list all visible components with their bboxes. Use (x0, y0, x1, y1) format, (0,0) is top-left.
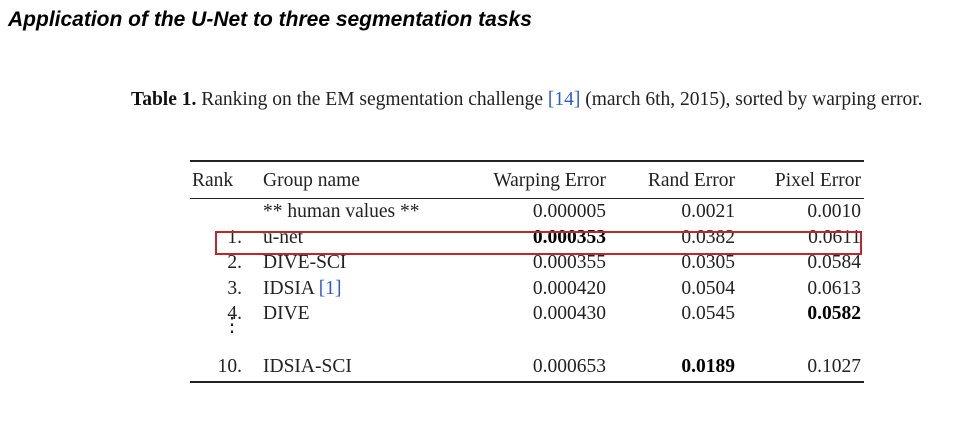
group-name-cell: IDSIA-SCI (263, 355, 352, 377)
pixel-error-cell: 0.0611 (808, 226, 861, 248)
pixel-error-cell: 0.0010 (807, 201, 861, 222)
slide-title: Application of the U-Net to three segmen… (8, 8, 532, 31)
group-name-cell: DIVE-SCI (263, 252, 347, 273)
header-pixel-error: Pixel Error (774, 170, 861, 191)
group-name-text: IDSIA (263, 277, 319, 299)
caption-text-end: (march 6th, 2015), sorted by warping err… (580, 89, 923, 110)
rank-cell: 4. (227, 303, 242, 324)
rank-cell: 3. (227, 277, 242, 299)
table-row: 3. IDSIA [1] 0.000420 0.0504 0.0613 (190, 276, 864, 302)
warping-error-cell: 0.000653 (532, 355, 606, 377)
table-row: 1. u-net 0.000353 0.0382 0.0611 (190, 225, 864, 251)
group-name-cell: IDSIA [1] (263, 276, 342, 301)
caption-label: Table 1. (131, 89, 197, 110)
header-group-name: Group name (263, 170, 360, 191)
rank-cell: 2. (227, 252, 242, 273)
table-bottom-rule (190, 380, 864, 383)
ellipsis-row: ⋮ (190, 315, 864, 348)
table-row: ** human values ** 0.000005 0.0021 0.001… (190, 199, 864, 225)
rand-error-cell: 0.0545 (681, 303, 735, 324)
rand-error-cell: 0.0305 (681, 252, 735, 273)
pixel-error-cell: 0.0613 (807, 277, 861, 299)
table-caption: Table 1. Ranking on the EM segmentation … (131, 86, 941, 113)
vertical-ellipsis-icon: ⋮ (222, 313, 242, 336)
warping-error-cell: 0.000355 (532, 252, 606, 273)
pixel-error-cell: 0.0582 (807, 303, 861, 324)
table-header-rule (190, 198, 864, 199)
table-header-row: Rank Group name Warping Error Rand Error… (190, 162, 864, 196)
warping-error-cell: 0.000005 (532, 201, 606, 222)
rand-error-cell: 0.0504 (681, 277, 735, 299)
rand-error-cell: 0.0189 (681, 355, 735, 377)
pixel-error-cell: 0.1027 (807, 355, 861, 377)
rank-cell: 10. (217, 355, 242, 377)
rank-cell: 1. (227, 226, 242, 248)
caption-citation-link[interactable]: [14] (547, 89, 581, 110)
group-name-cell: ** human values ** (263, 201, 420, 222)
group-name-cell: u-net (263, 226, 304, 248)
header-rank: Rank (192, 170, 234, 191)
table-row: 2. DIVE-SCI 0.000355 0.0305 0.0584 (190, 250, 864, 276)
warping-error-cell: 0.000353 (532, 226, 606, 248)
rand-error-cell: 0.0382 (681, 226, 735, 248)
citation-link[interactable]: [1] (318, 277, 342, 299)
header-warping-error: Warping Error (493, 170, 606, 191)
caption-text: Ranking on the EM segmentation challenge (196, 89, 548, 110)
rand-error-cell: 0.0021 (681, 201, 735, 222)
warping-error-cell: 0.000430 (532, 303, 606, 324)
header-rand-error: Rand Error (647, 170, 735, 191)
pixel-error-cell: 0.0584 (807, 252, 861, 273)
warping-error-cell: 0.000420 (532, 277, 606, 299)
group-name-cell: DIVE (263, 303, 310, 324)
table-top-rule (190, 160, 864, 162)
table-row: 4. DIVE 0.000430 0.0545 0.0582 (190, 301, 864, 327)
ranking-table: Rank Group name Warping Error Rand Error… (190, 160, 864, 383)
table-row: 10. IDSIA-SCI 0.000653 0.0189 0.1027 (190, 348, 864, 381)
